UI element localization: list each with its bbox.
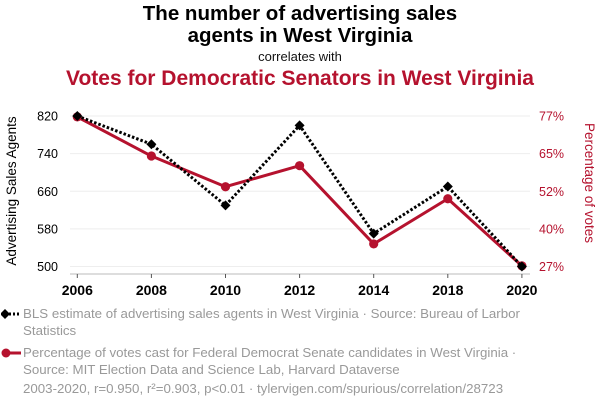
- title-line-2: agents in West Virginia: [187, 24, 413, 47]
- data-point-diamond: [516, 261, 527, 272]
- legend: BLS estimate of advertising sales agents…: [0, 306, 600, 384]
- legend-item-democrat-votes: Percentage of votes cast for Federal Dem…: [0, 345, 563, 378]
- x-axis-ticks: 2006 2008 2010 2012 2014 2018 2020: [62, 274, 538, 298]
- left-tick-label: 820: [37, 110, 58, 124]
- series-group: [72, 111, 527, 272]
- legend-text-advertising-agents: BLS estimate of advertising sales agents…: [23, 306, 520, 338]
- x-tick-label: 2008: [136, 282, 167, 298]
- circle-line-icon: [1, 348, 21, 358]
- gridlines: [70, 115, 530, 267]
- left-axis-ticks: 820 740 660 580 500: [37, 110, 58, 275]
- correlates-with-label: correlates with: [258, 49, 342, 64]
- legend-item-advertising-agents: BLS estimate of advertising sales agents…: [0, 306, 563, 339]
- footer-stats: 2003-2020, r=0.950, r²=0.903, p<0.01 · t…: [23, 381, 504, 396]
- right-axis-label: Percentage of votes: [582, 123, 597, 243]
- left-tick-label: 740: [37, 147, 58, 161]
- series-advertising-agents: [72, 111, 527, 272]
- diamond-dotted-line-icon: [1, 309, 21, 319]
- data-point-diamond: [294, 120, 305, 131]
- right-axis-ticks: 77% 65% 52% 40% 27%: [539, 110, 564, 275]
- data-point-circle: [295, 161, 305, 171]
- x-tick-label: 2012: [284, 282, 315, 298]
- right-tick-label: 77%: [539, 110, 564, 124]
- chart-title-secondary: Votes for Democratic Senators in West Vi…: [66, 67, 534, 90]
- x-tick-label: 2010: [210, 282, 241, 298]
- x-tick-label: 2018: [432, 282, 463, 298]
- line-chart: 820 740 660 580 500 77% 65% 52% 40% 27% 2006 2008…: [4, 110, 597, 299]
- right-tick-label: 27%: [539, 260, 564, 274]
- right-tick-label: 65%: [539, 147, 564, 161]
- data-point-circle: [146, 151, 156, 161]
- left-tick-label: 500: [37, 260, 58, 274]
- right-tick-label: 40%: [539, 222, 564, 236]
- left-tick-label: 580: [37, 222, 58, 236]
- x-tick-label: 2014: [358, 282, 389, 298]
- chart-title-primary: The number of advertising sales agents i…: [0, 3, 600, 47]
- data-point-diamond: [72, 111, 83, 121]
- legend-text-democrat-votes: Percentage of votes cast for Federal Dem…: [23, 345, 517, 377]
- data-point-diamond: [368, 228, 379, 239]
- data-point-circle: [443, 194, 453, 204]
- left-axis-label: Advertising Sales Agents: [4, 116, 19, 266]
- x-tick-label: 2006: [62, 282, 93, 298]
- x-tick-label: 2020: [506, 282, 537, 298]
- series-democrat-votes: [72, 112, 527, 271]
- data-point-diamond: [442, 181, 453, 192]
- right-tick-label: 52%: [539, 185, 564, 199]
- title-line-1: The number of advertising sales: [142, 2, 458, 25]
- data-point-circle: [220, 182, 231, 192]
- data-point-diamond: [146, 139, 157, 150]
- data-point-circle: [369, 239, 379, 249]
- data-point-diamond: [220, 200, 231, 211]
- left-tick-label: 660: [37, 185, 58, 199]
